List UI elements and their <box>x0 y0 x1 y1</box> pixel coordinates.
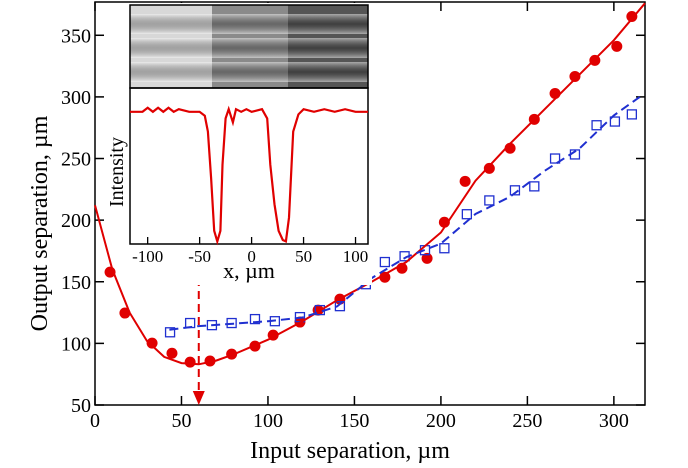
data-point <box>611 40 623 52</box>
inset-image <box>129 4 369 89</box>
fit-line <box>169 96 641 331</box>
main-plot: 0 50 100 150 200 250 30050100150200250300350In… <box>27 1 646 464</box>
x-tick-label: -100 <box>132 247 163 266</box>
x-tick-label: 0 <box>90 410 100 432</box>
data-point <box>483 162 495 174</box>
data-point <box>379 271 391 283</box>
data-point <box>166 347 178 359</box>
data-point <box>249 313 261 325</box>
fit-line <box>94 2 646 366</box>
y-axis-label: Output separation, µm <box>27 115 53 331</box>
x-tick-label: 100 <box>253 410 283 432</box>
x-tick-label: 0 <box>247 247 256 266</box>
image-row <box>130 62 368 82</box>
y-tick-label: 300 <box>61 87 91 109</box>
y-tick-label: 150 <box>61 272 91 294</box>
data-point <box>379 256 391 268</box>
y-tick-label: 50 <box>71 395 91 417</box>
data-point <box>549 87 561 99</box>
data-point <box>591 120 602 131</box>
data-point <box>439 243 450 254</box>
image-row <box>130 14 368 34</box>
inset: -100 -50 0 50 100 x, µm Intensity <box>106 3 372 285</box>
data-point <box>569 70 581 82</box>
x-tick-label: 100 <box>343 247 369 266</box>
data-point <box>459 175 471 187</box>
data-point <box>146 337 158 349</box>
x-tick-label: 200 <box>426 410 456 432</box>
arrow <box>192 278 205 405</box>
y-tick-label: 250 <box>61 149 91 171</box>
intensity-line <box>130 105 368 246</box>
x-tick-label: -50 <box>188 247 211 266</box>
data-point <box>421 252 433 264</box>
data-point <box>626 11 638 23</box>
data-point <box>609 116 621 127</box>
x-axis-label: x, µm <box>223 258 275 283</box>
plot-frame <box>129 87 369 245</box>
x-tick-label: 50 <box>171 410 191 432</box>
data-point <box>549 153 561 164</box>
arrow-head <box>192 391 205 405</box>
y-axis-label: Intensity <box>106 137 128 207</box>
x-tick-label: 150 <box>339 410 369 432</box>
y-tick-label: 200 <box>61 210 91 232</box>
y-tick-label: 100 <box>61 333 91 355</box>
x-tick-label: 50 <box>295 247 312 266</box>
y-tick-label: 350 <box>61 25 91 47</box>
data-point <box>164 327 176 338</box>
data-point <box>484 195 495 206</box>
data-point <box>509 185 521 196</box>
data-point <box>461 209 473 220</box>
data-point <box>226 317 237 329</box>
x-axis-label: Input separation, µm <box>250 438 450 464</box>
x-tick-label: 250 <box>512 410 542 432</box>
plot-frame <box>94 1 646 406</box>
data-point <box>184 356 196 368</box>
x-tick-label: 300 <box>599 410 629 432</box>
image-row <box>130 38 368 58</box>
data-point <box>529 181 540 192</box>
data-point <box>626 109 638 120</box>
